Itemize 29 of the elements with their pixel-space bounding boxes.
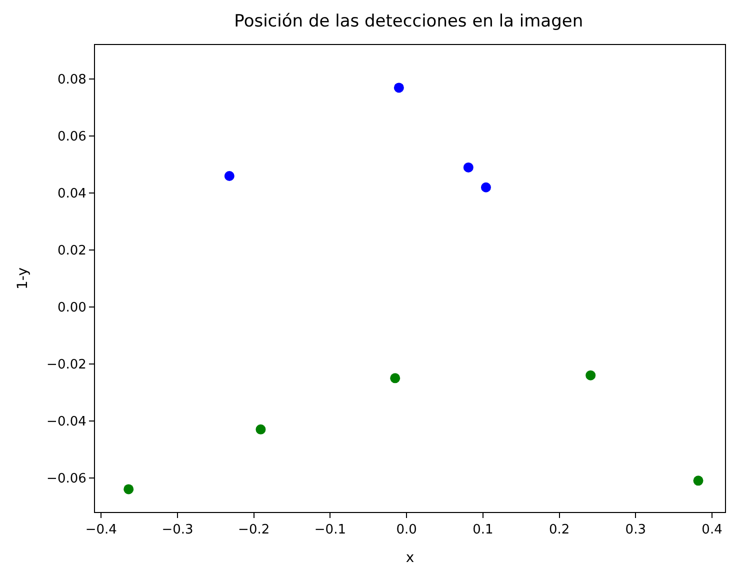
x-tick-label: 0.4 <box>702 522 722 538</box>
x-tick-label: 0.2 <box>548 522 570 538</box>
x-tick-label: −0.2 <box>238 522 270 538</box>
x-tick-label: 0.0 <box>396 522 417 538</box>
x-axis-title: x <box>406 550 414 566</box>
point <box>480 182 491 192</box>
point <box>256 424 266 434</box>
x-tick-label: 0.1 <box>472 522 494 538</box>
chart-title: Posición de las detecciones en la imagen <box>234 11 584 32</box>
point <box>390 373 400 384</box>
point <box>124 484 134 494</box>
x-tick-label: 0.3 <box>625 522 646 538</box>
y-tick-label: 0.06 <box>57 130 86 145</box>
y-tick-label: 0.04 <box>57 186 86 202</box>
x-tick-label: −0.4 <box>85 522 117 538</box>
y-axis-title: 1-y <box>15 268 32 290</box>
point <box>586 370 596 380</box>
y-tick-label: −0.04 <box>46 414 86 430</box>
x-tick-label: −0.1 <box>314 522 346 538</box>
x-tick-label: −0.3 <box>162 522 194 538</box>
y-tick-label: 0.00 <box>57 300 86 316</box>
point <box>693 476 704 486</box>
y-tick-label: −0.02 <box>46 357 86 372</box>
point <box>394 82 404 93</box>
y-tick-label: 0.02 <box>57 244 86 259</box>
y-tick-label: −0.06 <box>46 471 86 486</box>
point <box>463 162 474 172</box>
y-tick-label: 0.08 <box>57 72 86 88</box>
point <box>224 170 234 181</box>
